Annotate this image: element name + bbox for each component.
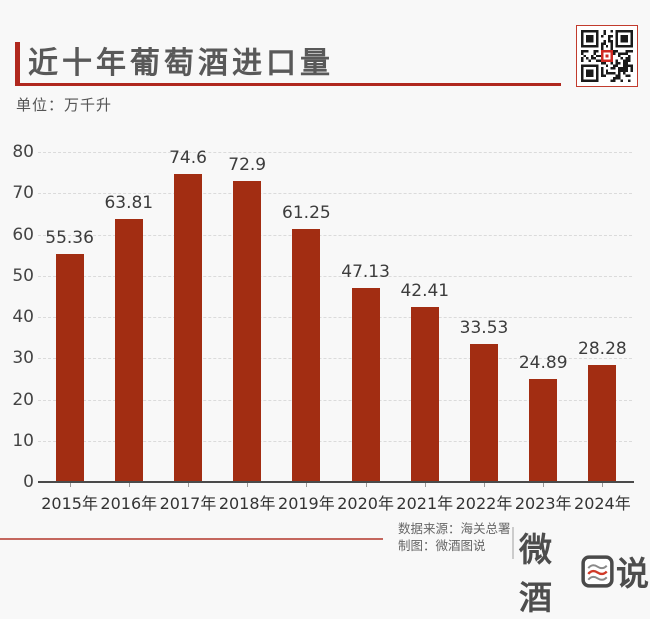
infographic-page: 近十年葡萄酒进口量 单位：万千升 0 10 20 30 40 50 60 70 80 55.36 2…: [0, 25, 649, 617]
title-accent-bar: [15, 42, 20, 84]
gridline: [38, 440, 632, 442]
logo-wave-box-icon: [581, 554, 614, 588]
x-axis-tick-label: 2024年: [574, 494, 631, 513]
x-axis-tick: [365, 482, 367, 487]
x-axis-tick: [69, 482, 71, 487]
gridline: [38, 275, 632, 277]
unit-label: 单位：万千升: [16, 96, 113, 114]
x-axis-tick-label: 2021年: [396, 494, 454, 513]
x-axis-tick: [247, 482, 249, 487]
x-axis-tick: [424, 482, 426, 487]
gridline: [38, 234, 632, 236]
y-axis-tick-label: 70: [12, 183, 34, 204]
x-axis-tick: [128, 482, 130, 487]
qr-code-icon: [576, 25, 638, 87]
y-axis-tick-label: 20: [12, 389, 34, 410]
x-axis-tick-label: 2018年: [218, 494, 276, 513]
y-axis-tick-label: 30: [12, 348, 34, 369]
footer-divider-line: [0, 538, 383, 540]
y-axis-tick-label: 40: [12, 307, 34, 327]
y-axis-tick-label: 10: [12, 430, 34, 451]
x-axis-tick-label: 2017年: [159, 494, 217, 513]
bar-2023年: [529, 379, 558, 482]
logo-text-suffix: 说: [616, 554, 650, 593]
bar-value-label: 74.6: [169, 148, 207, 169]
y-axis-tick-label: 50: [12, 265, 34, 286]
gridline: [38, 152, 632, 153]
x-axis-tick: [306, 482, 308, 487]
logo-text-prefix: 微酒: [519, 530, 553, 617]
x-axis-tick-label: 2019年: [278, 494, 335, 513]
chart-credit-text: 制图：微酒图说: [398, 537, 486, 553]
bar-2019年: [292, 229, 321, 482]
bar-2024年: [588, 365, 617, 482]
bar-value-label: 55.36: [45, 227, 94, 248]
logo-divider: [512, 527, 514, 559]
bar-value-label: 24.89: [518, 353, 568, 374]
y-axis-tick-label: 60: [12, 224, 34, 245]
x-axis-tick: [188, 482, 189, 487]
bar-2015年: [55, 253, 84, 482]
bar-2017年: [174, 174, 202, 482]
gridline: [38, 193, 632, 195]
bar-2022年: [470, 343, 498, 482]
x-axis-tick-label: 2016年: [100, 494, 158, 513]
x-axis-tick-label: 2020年: [337, 494, 394, 513]
y-axis-tick-label: 80: [12, 142, 34, 162]
page-title: 近十年葡萄酒进口量: [28, 46, 334, 81]
bar-2018年: [233, 181, 262, 482]
y-axis-tick-label: 0: [23, 472, 34, 492]
bar-2016年: [114, 218, 143, 482]
x-axis-line: [38, 481, 634, 483]
bar-2020年: [351, 287, 380, 482]
bar-value-label: 61.25: [282, 203, 331, 224]
gridline: [38, 317, 632, 318]
bar-value-label: 33.53: [459, 317, 509, 338]
x-axis-tick-label: 2023年: [514, 494, 572, 513]
bar-2021年: [410, 307, 439, 482]
bar-value-label: 72.9: [228, 155, 267, 176]
x-axis-tick: [602, 482, 604, 487]
title-underline: [15, 83, 561, 86]
x-axis-tick-label: 2022年: [455, 494, 513, 513]
bar-value-label: 63.81: [104, 192, 154, 213]
credits-block: 数据来源：海关总署 制图：微酒图说: [398, 521, 511, 554]
x-axis-tick: [543, 482, 545, 487]
bar-value-label: 47.13: [341, 261, 390, 282]
data-source-text: 数据来源：海关总署: [398, 521, 511, 536]
brand-logo: 微酒 说: [519, 523, 650, 619]
bar-chart: 0 10 20 30 40 50 60 70 80 55.36 2015年 63.81 2016年 74.…: [12, 142, 634, 513]
x-axis-tick-label: 2015年: [41, 494, 98, 513]
gridline: [38, 399, 632, 401]
gridline: [38, 358, 632, 360]
bar-value-label: 42.41: [400, 281, 450, 302]
x-axis-tick: [484, 482, 485, 487]
bar-value-label: 28.28: [578, 339, 627, 360]
